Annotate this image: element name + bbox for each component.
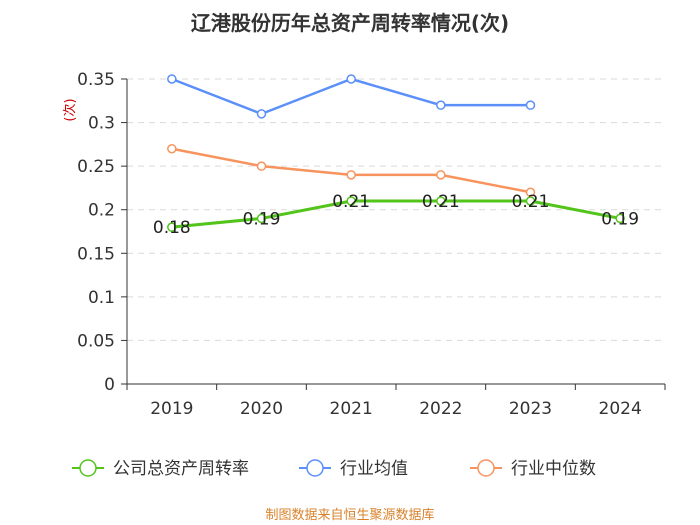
- series-0-point-2019: [167, 222, 177, 232]
- x-tick-label-2021: 2021: [330, 399, 373, 419]
- data-label-2024: 0.19: [601, 209, 639, 229]
- x-tick-label-2020: 2020: [240, 399, 283, 419]
- legend-label-0: 公司总资产周转率: [113, 459, 249, 479]
- source-note: 制图数据来自恒生聚源数据库: [265, 507, 434, 523]
- legend-swatch-marker-1: [306, 459, 324, 477]
- data-label-2021: 0.21: [332, 192, 370, 212]
- series-1-point-2021: [346, 74, 356, 84]
- grid-lines: [127, 78, 665, 341]
- series-1-point-2023: [525, 100, 536, 110]
- data-label-2023: 0.21: [512, 192, 550, 212]
- series-2-point-2022: [436, 170, 446, 180]
- x-tick-label-2019: 2019: [150, 399, 193, 419]
- series-1-point-2019: [167, 74, 177, 84]
- series-line-1: [171, 77, 531, 116]
- data-labels: 0.18 0.19 0.21 0.21 0.21 0.19: [153, 192, 639, 238]
- y-tick-label-6: 0.3: [88, 114, 115, 134]
- series-1-point-2022: [436, 100, 446, 110]
- series-2-point-2023: [525, 187, 536, 198]
- y-axis-label: (次): [62, 98, 78, 121]
- y-tick-label-7: 0.35: [77, 70, 115, 90]
- y-tick-label-2: 0.1: [88, 288, 115, 308]
- chart-title: 辽港股份历年总资产周转率情况(次): [191, 11, 509, 35]
- y-tick-label-0: 0: [104, 375, 115, 395]
- series-group: [167, 74, 625, 232]
- x-tick-label-2024: 2024: [599, 399, 642, 419]
- data-label-2022: 0.21: [422, 192, 460, 212]
- series-2-point-2019: [167, 143, 177, 154]
- series-0-point-2024: [615, 213, 625, 224]
- legend-label-2: 行业中位数: [511, 459, 596, 479]
- x-tick-label-2023: 2023: [509, 399, 552, 419]
- series-0-point-2022: [436, 196, 446, 206]
- data-label-2020: 0.19: [243, 209, 281, 229]
- y-tick-label-4: 0.2: [88, 201, 115, 221]
- series-line-0: [171, 199, 621, 229]
- series-0-point-2021: [346, 196, 356, 206]
- series-2-point-2020: [256, 161, 267, 171]
- series-1-point-2020: [256, 109, 267, 119]
- series-0-point-2020: [256, 213, 267, 224]
- legend[interactable]: 公司总资产周转率 行业均值 行业中位数: [72, 459, 596, 479]
- y-tick-label-1: 0.05: [77, 331, 115, 351]
- y-tick-label-3: 0.15: [77, 244, 115, 264]
- series-2-point-2021: [346, 170, 356, 180]
- y-tick-label-5: 0.25: [77, 157, 115, 177]
- legend-label-1: 行业均值: [340, 459, 408, 479]
- data-label-2019: 0.18: [153, 218, 191, 238]
- legend-swatch-marker-2: [477, 459, 495, 477]
- legend-swatch-marker-0: [79, 459, 97, 477]
- x-tick-label-2022: 2022: [419, 399, 462, 419]
- axes: 0 0.05 0.1 0.15 0.2 0.25 0.3 0.35 2019 2020 2021 20…: [77, 70, 666, 419]
